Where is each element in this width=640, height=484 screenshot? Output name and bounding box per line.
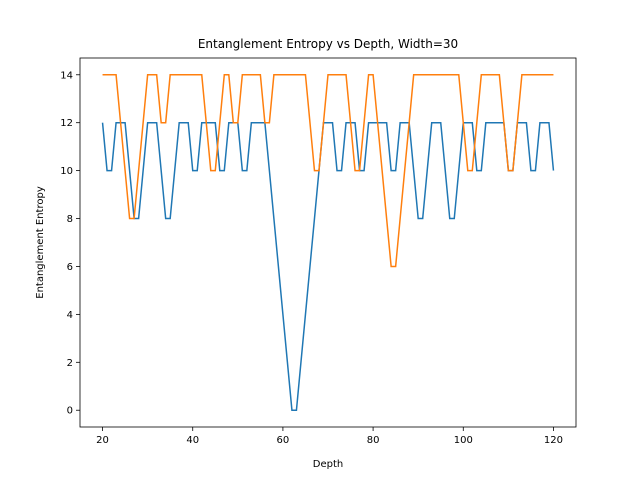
y-tick-label: 0 <box>67 406 73 417</box>
chart-title: Entanglement Entropy vs Depth, Width=30 <box>198 37 458 51</box>
y-tick-label: 12 <box>60 118 73 129</box>
y-tick-label: 14 <box>60 70 73 81</box>
y-tick-label: 2 <box>67 358 73 369</box>
x-tick-label: 20 <box>96 435 109 446</box>
x-axis-label: Depth <box>313 459 343 470</box>
y-tick-label: 10 <box>60 166 73 177</box>
plot-frame <box>79 57 577 428</box>
y-tick-label: 6 <box>67 262 73 273</box>
x-tick-label: 120 <box>544 435 563 446</box>
line-series <box>102 74 554 268</box>
line-series <box>101 121 555 411</box>
x-tick-label: 60 <box>277 435 290 446</box>
y-tick-label: 4 <box>67 310 73 321</box>
y-axis-label: Entanglement Entropy <box>35 186 46 299</box>
y-tick-label: 8 <box>67 214 73 225</box>
x-tick-label: 100 <box>454 435 473 446</box>
x-tick-label: 40 <box>186 435 199 446</box>
x-tick-label: 80 <box>367 435 380 446</box>
